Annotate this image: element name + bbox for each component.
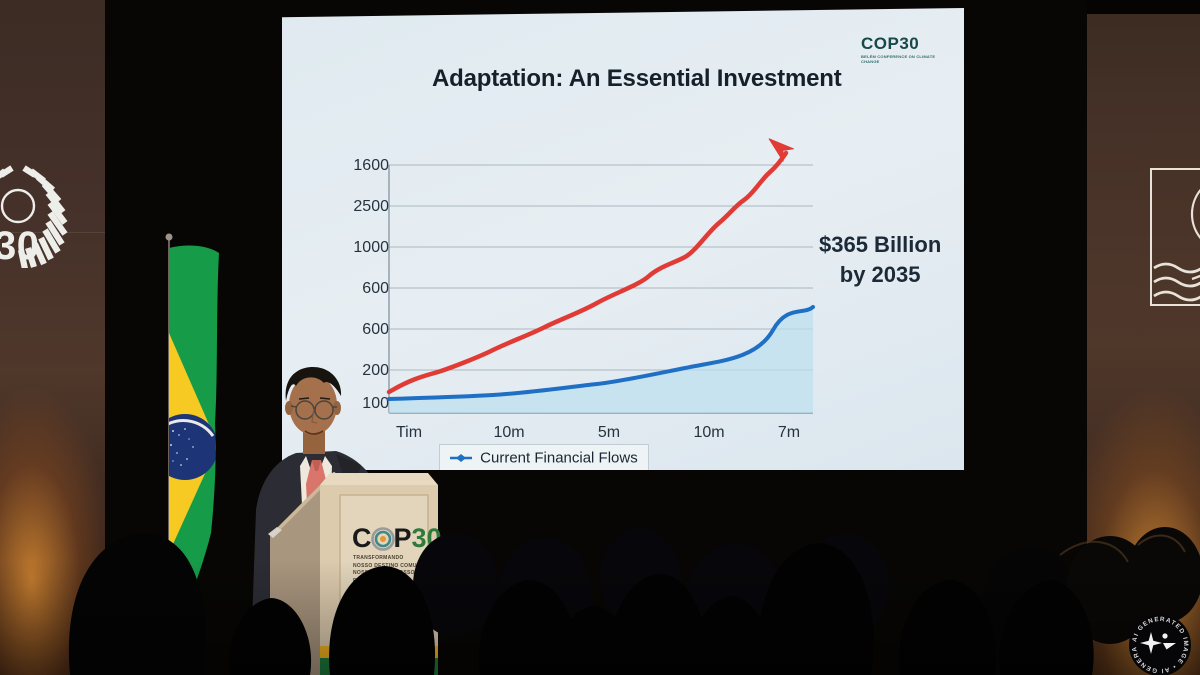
- svg-text:10m: 10m: [493, 424, 524, 441]
- svg-text:5m: 5m: [598, 424, 620, 441]
- svg-text:7m: 7m: [778, 424, 800, 441]
- svg-text:10m: 10m: [693, 424, 724, 441]
